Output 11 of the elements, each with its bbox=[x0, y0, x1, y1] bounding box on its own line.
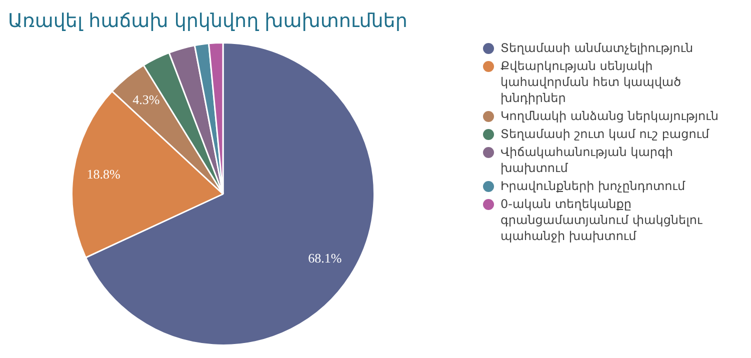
data-label: 18.8% bbox=[86, 166, 120, 182]
legend-label: Քվեարկության սենյակի կահավորման հետ կապված խնդիրներ bbox=[500, 58, 682, 106]
legend-label: Իրավունքների խոչընդոտում bbox=[500, 178, 686, 194]
legend-label: 0-ական տեղեկանքը գրանցամատյանում փակցնելու պահանջի խախտում bbox=[500, 196, 704, 244]
legend-label: Տեղամասի շուտ կամ ուշ բացում bbox=[500, 126, 710, 142]
legend-label: Կողմնակի անձանց ներկայություն bbox=[500, 108, 718, 124]
chart-title: Առավել հաճախ կրկնվող խախտումներ bbox=[8, 9, 408, 34]
data-label: 4.3% bbox=[132, 92, 160, 107]
legend-label: Տեղամասի անմատչելիություն bbox=[500, 40, 694, 56]
data-label: 68.1% bbox=[308, 250, 342, 266]
legend-label: Վիճակահանության կարգի խախտում bbox=[500, 144, 674, 176]
